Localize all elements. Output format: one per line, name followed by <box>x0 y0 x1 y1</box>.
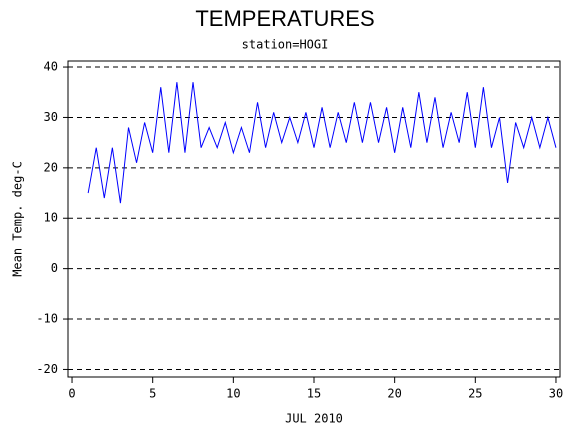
y-tick-label: 40 <box>44 60 58 74</box>
x-tick-label: 30 <box>549 387 563 401</box>
y-tick-label: 0 <box>51 261 58 275</box>
y-axis-label: Mean Temp. deg-C <box>11 161 25 277</box>
data-line <box>87 82 557 204</box>
x-tick-label: 25 <box>468 387 482 401</box>
chart-subtitle: station=HOGI <box>242 38 329 52</box>
y-tick-label: 20 <box>44 160 58 174</box>
x-tick-label: 15 <box>307 387 321 401</box>
x-tick-label: 20 <box>387 387 401 401</box>
x-tick-label: 10 <box>226 387 240 401</box>
x-axis-label: JUL 2010 <box>285 412 343 426</box>
y-tick-label: -10 <box>36 312 58 326</box>
y-tick-label: 30 <box>44 110 58 124</box>
y-tick-label: 10 <box>44 211 58 225</box>
y-tick-label: -20 <box>36 362 58 376</box>
chart-title: TEMPERATURES <box>195 6 374 31</box>
x-tick-label: 0 <box>68 387 75 401</box>
x-tick-label: 5 <box>149 387 156 401</box>
